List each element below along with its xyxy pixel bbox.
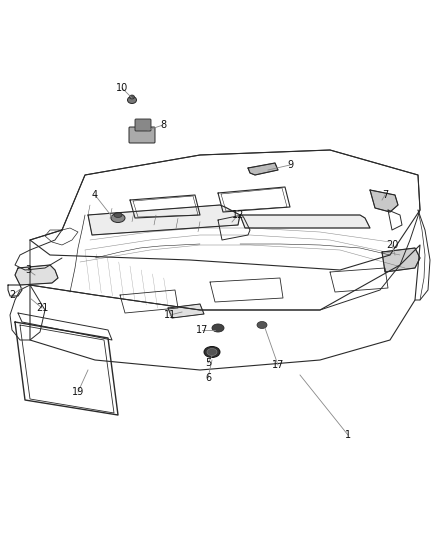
Text: 4: 4 bbox=[92, 190, 98, 200]
Polygon shape bbox=[168, 304, 204, 318]
FancyBboxPatch shape bbox=[129, 127, 155, 143]
Text: 20: 20 bbox=[386, 240, 398, 250]
Text: 12: 12 bbox=[232, 210, 244, 220]
Text: 6: 6 bbox=[205, 373, 211, 383]
Text: 17: 17 bbox=[196, 325, 208, 335]
Text: 2: 2 bbox=[9, 290, 15, 300]
Text: 21: 21 bbox=[36, 303, 48, 313]
Polygon shape bbox=[88, 205, 240, 235]
Text: 8: 8 bbox=[160, 120, 166, 130]
Ellipse shape bbox=[114, 213, 122, 217]
Text: 1: 1 bbox=[345, 430, 351, 440]
Text: 11: 11 bbox=[164, 310, 176, 320]
FancyBboxPatch shape bbox=[135, 119, 151, 131]
Text: 17: 17 bbox=[272, 360, 284, 370]
Ellipse shape bbox=[204, 346, 220, 358]
Polygon shape bbox=[248, 163, 278, 175]
Ellipse shape bbox=[257, 321, 267, 328]
Ellipse shape bbox=[130, 95, 134, 99]
Polygon shape bbox=[370, 190, 398, 212]
Text: 9: 9 bbox=[287, 160, 293, 170]
Text: 10: 10 bbox=[116, 83, 128, 93]
Text: 7: 7 bbox=[382, 190, 388, 200]
Text: 5: 5 bbox=[205, 358, 211, 368]
Ellipse shape bbox=[127, 96, 137, 103]
Text: 3: 3 bbox=[25, 265, 31, 275]
Polygon shape bbox=[240, 215, 370, 228]
Ellipse shape bbox=[212, 324, 224, 332]
Ellipse shape bbox=[207, 349, 217, 356]
Polygon shape bbox=[15, 265, 58, 285]
Text: 19: 19 bbox=[72, 387, 84, 397]
Ellipse shape bbox=[111, 214, 125, 222]
Polygon shape bbox=[382, 248, 420, 272]
